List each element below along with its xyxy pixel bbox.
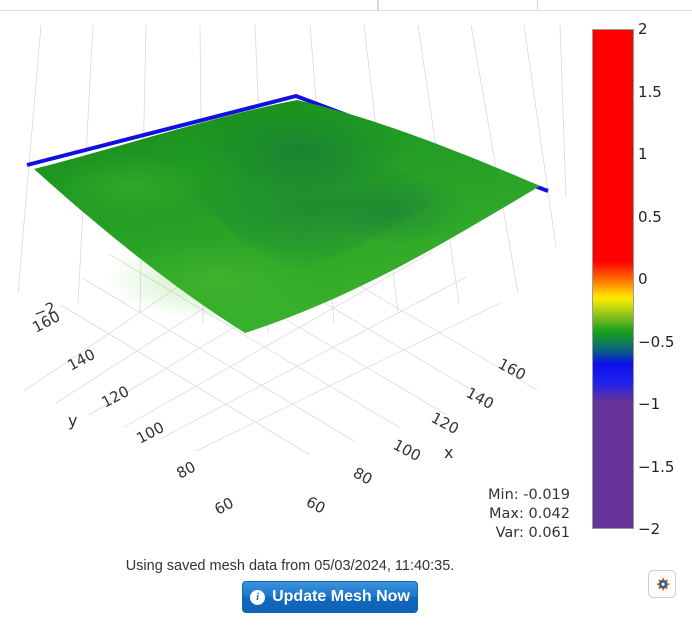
x-tick-140: 140 — [463, 384, 497, 413]
y-tick-120: 120 — [98, 382, 132, 411]
colorbar-tick-neg1-5: −1.5 — [638, 457, 675, 476]
surface-plot-3d[interactable]: 160 140 120 100 80 60 −2 y 160 140 120 1… — [0, 11, 580, 551]
settings-button[interactable] — [648, 570, 676, 598]
tab-strip — [0, 0, 692, 11]
stat-min: Min: -0.019 — [488, 487, 570, 503]
colorbar-tick-neg2: −2 — [638, 520, 661, 538]
x-axis-label: x — [444, 443, 453, 462]
colorbar-tick-neg0-5: −0.5 — [638, 332, 675, 351]
x-tick-60: 60 — [303, 493, 328, 518]
footer: Using saved mesh data from 05/03/2024, 1… — [0, 551, 692, 632]
colorbar-tick-1: 1 — [638, 145, 648, 163]
surface-mesh — [34, 100, 540, 333]
mesh-plot-panel: 160 140 120 100 80 60 −2 y 160 140 120 1… — [0, 11, 692, 551]
info-icon: i — [250, 589, 266, 605]
y-tick-100: 100 — [133, 418, 167, 447]
x-tick-80: 80 — [350, 464, 375, 489]
colorbar-tick-0: 0 — [638, 270, 648, 288]
x-tick-100: 100 — [390, 436, 424, 465]
colorbar-tick-2: 2 — [638, 20, 648, 38]
colorbar-ticks: 2 1.5 1 0.5 0 −0.5 −1 −1.5 −2 — [638, 20, 692, 538]
colorbar-tick-neg1: −1 — [638, 395, 661, 413]
y-axis-label: y — [68, 411, 77, 430]
colorbar: 2 1.5 1 0.5 0 −0.5 −1 −1.5 −2 — [592, 20, 692, 541]
colorbar-tick-1-5: 1.5 — [638, 82, 662, 101]
stat-max: Max: 0.042 — [489, 506, 570, 522]
update-mesh-now-button[interactable]: i Update Mesh Now — [242, 581, 418, 613]
colorbar-tick-0-5: 0.5 — [638, 207, 662, 226]
stat-var: Var: 0.061 — [495, 525, 570, 541]
mesh-stats: Min: -0.019 Max: 0.042 Var: 0.061 — [488, 486, 570, 543]
y-tick-60: 60 — [211, 494, 236, 519]
update-mesh-now-label: Update Mesh Now — [272, 588, 410, 605]
y-tick-80: 80 — [173, 458, 198, 483]
colorbar-gradient — [592, 29, 634, 529]
x-tick-160: 160 — [495, 355, 529, 384]
gear-icon — [656, 577, 669, 590]
tab-strip-divider — [0, 10, 692, 11]
y-axis-ticks: 160 140 120 100 80 60 — [29, 307, 236, 518]
mesh-status-text: Using saved mesh data from 05/03/2024, 1… — [125, 558, 455, 574]
surface-plot-svg: 160 140 120 100 80 60 −2 y 160 140 120 1… — [17, 24, 567, 519]
x-tick-120: 120 — [428, 409, 462, 438]
y-tick-140: 140 — [64, 345, 98, 374]
